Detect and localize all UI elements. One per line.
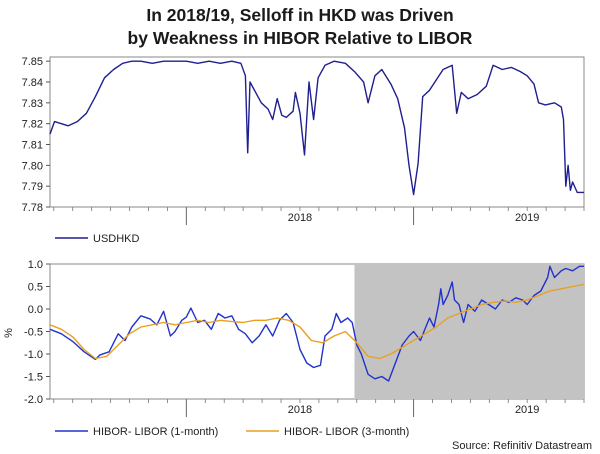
- usdhkd-y-tick-label-1: 7.79: [22, 181, 43, 193]
- hibor-libor-x-tick-label-1: 2019: [515, 404, 539, 416]
- usdhkd-y-tick-label-6: 7.84: [22, 77, 43, 89]
- legend-label-usdhkd: USDHKD: [93, 233, 140, 245]
- hibor-libor-y-tick-label-3: -0.5: [24, 327, 43, 339]
- source-note: Source: Refinitiv Datastream: [452, 440, 592, 452]
- usdhkd-y-tick-label-2: 7.80: [22, 160, 43, 172]
- usdhkd-x-tick-label-0: 2018: [288, 212, 312, 224]
- usdhkd-plot-area: [49, 56, 585, 208]
- usdhkd-x-axis: 2018 2019: [53, 207, 585, 225]
- legend-label-3-month: HIBOR- LIBOR (3-month): [284, 426, 409, 438]
- hibor-libor-panel: -2.0 -1.5 -1.0 -0.5 0.0 0.5 1.0 2018 2019 %: [3, 259, 585, 417]
- hibor-libor-y-tick-label-1: -1.5: [24, 372, 43, 384]
- usdhkd-y-tick-label-3: 7.81: [22, 140, 43, 152]
- hibor-libor-y-tick-label-5: 0.5: [28, 282, 43, 294]
- chart-title-line-2: by Weakness in HIBOR Relative to LIBOR: [127, 28, 473, 48]
- usdhkd-y-tick-label-5: 7.83: [22, 98, 43, 110]
- usdhkd-panel: 7.787.797.807.817.827.837.847.85 2018 201…: [22, 56, 585, 225]
- usdhkd-legend: USDHKD: [55, 233, 140, 245]
- hibor-libor-series: [49, 265, 585, 382]
- hibor-libor-series-line-1: [49, 283, 585, 360]
- hibor-libor-y-tick-label-0: -2.0: [24, 394, 43, 406]
- usdhkd-y-tick-label-7: 7.85: [22, 56, 43, 68]
- chart-title: In 2018/19, Selloff in HKD was Driven by…: [0, 4, 600, 50]
- y-axis-label-percent: %: [3, 328, 15, 338]
- usdhkd-y-axis: 7.78 7.79 7.80 7.81 7.82 7.83 7.84 7.85: [22, 56, 50, 214]
- hibor-libor-y-tick-label-4: 0.0: [28, 304, 43, 316]
- hibor-libor-y-tick-label-2: -1.0: [24, 349, 43, 361]
- hibor-libor-y-axis: -2.0 -1.5 -1.0 -0.5 0.0 0.5 1.0: [24, 259, 50, 406]
- hibor-libor-legend: HIBOR- LIBOR (1-month) HIBOR- LIBOR (3-m…: [55, 426, 409, 438]
- hibor-libor-x-tick-label-0: 2018: [288, 404, 312, 416]
- usdhkd-series: [49, 60, 584, 196]
- usdhkd-y-tick-label-4: 7.82: [22, 119, 43, 131]
- usdhkd-y-tick-label-0: 7.78: [22, 202, 43, 214]
- usdhkd-x-tick-label-1: 2019: [515, 212, 539, 224]
- chart-title-line-1: In 2018/19, Selloff in HKD was Driven: [146, 5, 454, 25]
- shaded-period: [354, 264, 584, 399]
- legend-label-1-month: HIBOR- LIBOR (1-month): [93, 426, 218, 438]
- hibor-libor-y-tick-label-6: 1.0: [28, 259, 43, 271]
- hibor-libor-x-axis: 2018 2019: [53, 399, 585, 417]
- usdhkd-series-line-0: [49, 60, 584, 196]
